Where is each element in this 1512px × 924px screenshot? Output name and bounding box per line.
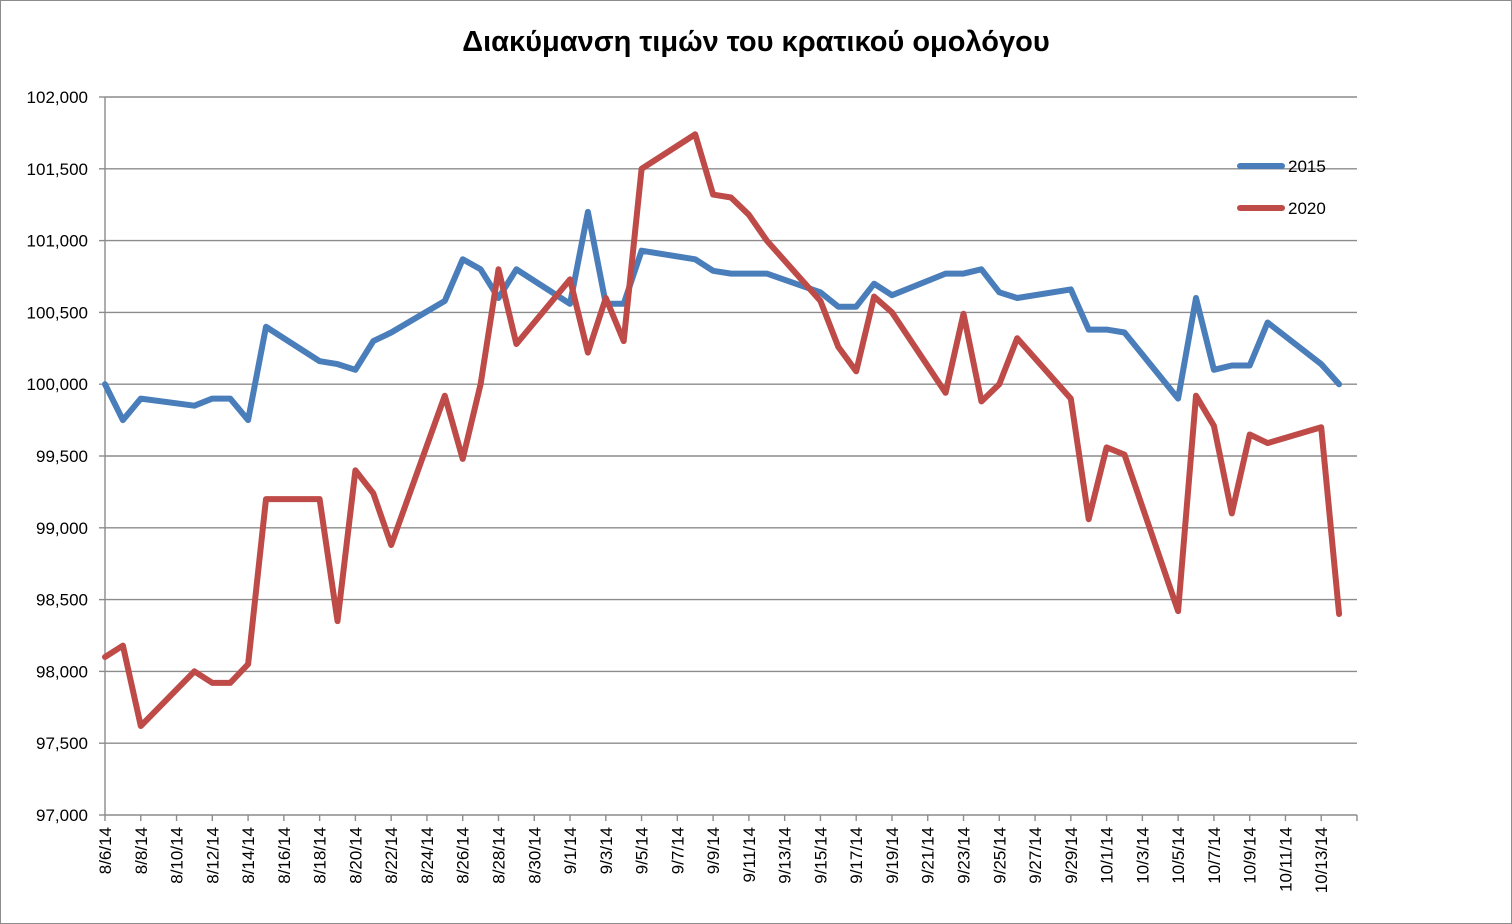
x-tick-label: 10/5/14 bbox=[1169, 827, 1188, 884]
x-tick-label: 10/1/14 bbox=[1098, 827, 1117, 884]
y-tick-label: 98,000 bbox=[36, 662, 88, 681]
x-tick-label: 9/27/14 bbox=[1026, 827, 1045, 884]
x-axis-tick-labels: 8/6/14 8/8/14 8/10/14 8/12/14 8/14/14 8/16/14… bbox=[96, 827, 1331, 893]
x-tick-label: 8/22/14 bbox=[382, 827, 401, 884]
x-tick-label: 8/12/14 bbox=[203, 827, 222, 884]
chart-title: Διακύμανση τιμών του κρατικού ομολόγου bbox=[462, 26, 1050, 58]
x-tick-label: 9/1/14 bbox=[561, 827, 580, 874]
y-tick-label: 97,000 bbox=[36, 806, 88, 825]
x-tick-label: 8/26/14 bbox=[454, 827, 473, 884]
x-tick-label: 9/7/14 bbox=[668, 827, 687, 874]
x-tick-label: 8/16/14 bbox=[275, 827, 294, 884]
x-tick-label: 10/7/14 bbox=[1205, 827, 1224, 884]
y-tick-label: 100,000 bbox=[27, 375, 88, 394]
x-tick-label: 9/5/14 bbox=[633, 827, 652, 874]
x-tick-label: 9/15/14 bbox=[811, 827, 830, 884]
x-tick-label: 8/24/14 bbox=[418, 827, 437, 884]
x-tick-label: 9/17/14 bbox=[847, 827, 866, 884]
x-tick-label: 9/13/14 bbox=[776, 827, 795, 884]
y-tick-label: 98,500 bbox=[36, 591, 88, 610]
x-tick-label: 9/19/14 bbox=[883, 827, 902, 884]
y-tick-label: 100,500 bbox=[27, 303, 88, 322]
y-tick-label: 101,000 bbox=[27, 232, 88, 251]
y-tick-label: 102,000 bbox=[27, 88, 88, 107]
x-tick-label: 8/20/14 bbox=[346, 827, 365, 884]
x-tick-label: 9/25/14 bbox=[990, 827, 1009, 884]
series-lines bbox=[102, 131, 1343, 729]
x-tick-label: 8/14/14 bbox=[239, 827, 258, 884]
x-tick-label: 8/18/14 bbox=[311, 827, 330, 884]
x-tick-label: 10/3/14 bbox=[1133, 827, 1152, 884]
legend: 2015 2020 bbox=[1237, 157, 1326, 218]
x-tick-label: 10/9/14 bbox=[1241, 827, 1260, 884]
series-line-2020 bbox=[102, 131, 1343, 729]
y-tick-label: 101,500 bbox=[27, 160, 88, 179]
legend-label-2015: 2015 bbox=[1288, 157, 1326, 176]
y-axis-tick-labels: 97,000 97,500 98,000 98,500 99,000 99,500 100,… bbox=[27, 88, 88, 825]
series-line-2015 bbox=[102, 208, 1343, 424]
y-tick-label: 99,500 bbox=[36, 447, 88, 466]
axes bbox=[99, 96, 1358, 821]
x-tick-label: 10/13/14 bbox=[1312, 827, 1331, 893]
gridlines bbox=[105, 96, 1357, 744]
x-tick-label: 9/9/14 bbox=[704, 827, 723, 874]
x-tick-label: 8/10/14 bbox=[168, 827, 187, 884]
y-tick-label: 99,000 bbox=[36, 519, 88, 538]
x-tick-label: 8/28/14 bbox=[489, 827, 508, 884]
x-tick-label: 8/30/14 bbox=[525, 827, 544, 884]
x-tick-label: 9/29/14 bbox=[1062, 827, 1081, 884]
legend-label-2020: 2020 bbox=[1288, 199, 1326, 218]
x-tick-label: 8/8/14 bbox=[132, 827, 151, 874]
x-tick-label: 9/11/14 bbox=[740, 827, 759, 882]
y-tick-label: 97,500 bbox=[36, 734, 88, 753]
x-tick-label: 10/11/14 bbox=[1276, 827, 1295, 892]
x-tick-label: 9/23/14 bbox=[955, 827, 974, 884]
x-tick-label: 9/21/14 bbox=[919, 827, 938, 884]
x-tick-label: 9/3/14 bbox=[597, 827, 616, 874]
x-tick-label: 8/6/14 bbox=[96, 827, 115, 874]
